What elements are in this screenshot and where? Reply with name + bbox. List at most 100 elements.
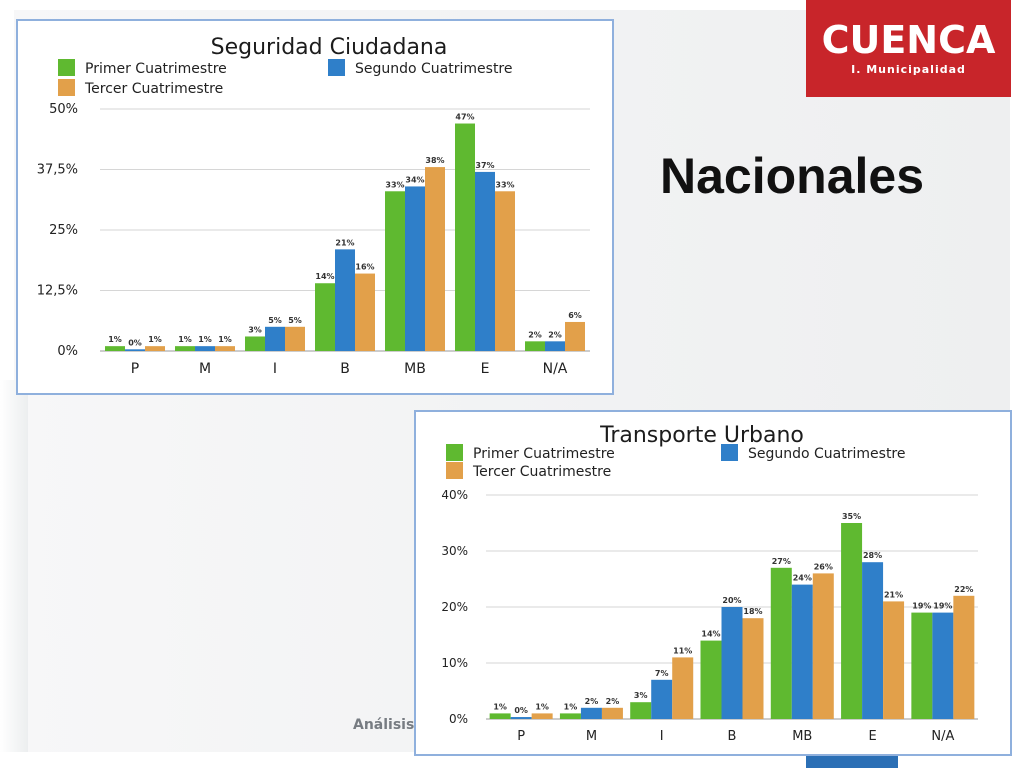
data-label: 2%	[585, 697, 599, 706]
y-tick-label: 50%	[49, 102, 78, 117]
data-label: 22%	[954, 585, 973, 594]
data-label: 0%	[128, 338, 142, 347]
x-tick-label-i: I	[273, 361, 277, 377]
data-label: 2%	[606, 697, 620, 706]
y-tick-label: 10%	[441, 656, 468, 670]
bar-tercer-cuatrimestre-m	[215, 346, 235, 351]
slide-bottom-margin	[0, 752, 1024, 768]
bar-primer-cuatrimestre-i	[245, 336, 265, 351]
bar-segundo-cuatrimestre-e	[475, 171, 495, 351]
x-tick-label-n-a: N/A	[931, 729, 954, 744]
data-label: 1%	[148, 335, 162, 344]
data-label: 33%	[495, 180, 514, 189]
bar-tercer-cuatrimestre-n-a	[953, 595, 975, 719]
data-label: 20%	[722, 596, 741, 605]
bar-primer-cuatrimestre-m	[559, 713, 581, 719]
data-label: 34%	[405, 175, 424, 184]
bar-primer-cuatrimestre-p	[105, 346, 125, 351]
data-label: 21%	[335, 238, 354, 247]
data-label: 0%	[514, 706, 528, 715]
y-tick-label: 20%	[441, 600, 468, 614]
data-label: 37%	[475, 161, 494, 170]
chart-title: Seguridad Ciudadana	[211, 35, 448, 60]
legend-swatch-primer-cuatrimestre	[58, 59, 75, 76]
slide-left-shade	[0, 380, 28, 760]
data-label: 47%	[455, 113, 474, 122]
legend-label-tercer-cuatrimestre: Tercer Cuatrimestre	[472, 464, 611, 480]
bar-primer-cuatrimestre-i	[630, 702, 652, 719]
data-label: 24%	[793, 574, 812, 583]
x-tick-label-m: M	[586, 729, 597, 744]
bar-tercer-cuatrimestre-n-a	[565, 321, 585, 351]
bar-segundo-cuatrimestre-p	[125, 349, 145, 351]
bar-primer-cuatrimestre-m	[175, 346, 195, 351]
legend-swatch-tercer-cuatrimestre	[446, 462, 463, 479]
bar-tercer-cuatrimestre-mb	[425, 167, 445, 351]
x-tick-label-i: I	[660, 729, 664, 744]
x-tick-label-e: E	[481, 361, 490, 377]
bar-segundo-cuatrimestre-b	[335, 249, 355, 351]
x-tick-label-e: E	[868, 729, 876, 744]
logo-subtitle: I. Municipalidad	[851, 63, 966, 76]
y-tick-label: 0%	[57, 344, 78, 359]
data-label: 21%	[884, 590, 903, 599]
bar-tercer-cuatrimestre-p	[531, 713, 553, 719]
data-label: 6%	[568, 311, 582, 320]
x-tick-label-n-a: N/A	[543, 361, 568, 377]
bar-tercer-cuatrimestre-i	[672, 657, 694, 719]
data-label: 5%	[288, 316, 302, 325]
data-label: 33%	[385, 180, 404, 189]
y-tick-label: 40%	[441, 488, 468, 502]
legend-label-primer-cuatrimestre: Primer Cuatrimestre	[473, 446, 615, 462]
bar-segundo-cuatrimestre-i	[651, 679, 673, 719]
data-label: 27%	[772, 557, 791, 566]
data-label: 3%	[634, 691, 648, 700]
bottom-accent-tab	[806, 756, 898, 768]
chart-title: Transporte Urbano	[599, 423, 804, 448]
bar-primer-cuatrimestre-n-a	[525, 341, 545, 351]
footer-text: Análisis d	[353, 717, 430, 733]
bar-segundo-cuatrimestre-p	[510, 717, 532, 719]
bar-tercer-cuatrimestre-p	[145, 346, 165, 351]
bar-primer-cuatrimestre-mb	[770, 567, 792, 719]
x-tick-label-p: P	[517, 729, 525, 744]
data-label: 14%	[701, 630, 720, 639]
legend-swatch-tercer-cuatrimestre	[58, 79, 75, 96]
data-label: 19%	[912, 602, 931, 611]
bar-primer-cuatrimestre-b	[315, 283, 335, 351]
y-tick-label: 30%	[441, 544, 468, 558]
legend-label-primer-cuatrimestre: Primer Cuatrimestre	[85, 61, 227, 77]
data-label: 5%	[268, 316, 282, 325]
bar-segundo-cuatrimestre-n-a	[932, 612, 954, 719]
data-label: 11%	[673, 646, 692, 655]
data-label: 28%	[863, 551, 882, 560]
bar-tercer-cuatrimestre-b	[355, 273, 375, 351]
bar-primer-cuatrimestre-e	[455, 123, 475, 352]
x-tick-label-b: B	[340, 361, 350, 377]
data-label: 1%	[564, 702, 578, 711]
data-label: 18%	[743, 607, 762, 616]
data-label: 19%	[933, 602, 952, 611]
bar-segundo-cuatrimestre-b	[721, 607, 743, 719]
bar-primer-cuatrimestre-n-a	[911, 612, 933, 719]
data-label: 1%	[493, 702, 507, 711]
bar-segundo-cuatrimestre-m	[580, 707, 602, 719]
legend-label-segundo-cuatrimestre: Segundo Cuatrimestre	[355, 61, 513, 77]
bar-tercer-cuatrimestre-i	[285, 326, 305, 351]
bar-segundo-cuatrimestre-n-a	[545, 341, 565, 351]
y-tick-label: 37,5%	[37, 163, 78, 178]
bar-primer-cuatrimestre-e	[841, 523, 863, 719]
bar-primer-cuatrimestre-mb	[385, 191, 405, 351]
chart-card-seguridad-ciudadana: Seguridad Ciudadana Primer Cuatrimestre Se…	[16, 19, 614, 395]
data-label: 1%	[178, 335, 192, 344]
legend-swatch-segundo-cuatrimestre	[721, 444, 738, 461]
data-label: 2%	[528, 330, 542, 339]
bar-tercer-cuatrimestre-b	[742, 618, 764, 719]
data-label: 1%	[108, 335, 122, 344]
data-label: 26%	[814, 562, 833, 571]
bar-segundo-cuatrimestre-e	[862, 562, 884, 719]
legend-swatch-segundo-cuatrimestre	[328, 59, 345, 76]
data-label: 35%	[842, 512, 861, 521]
